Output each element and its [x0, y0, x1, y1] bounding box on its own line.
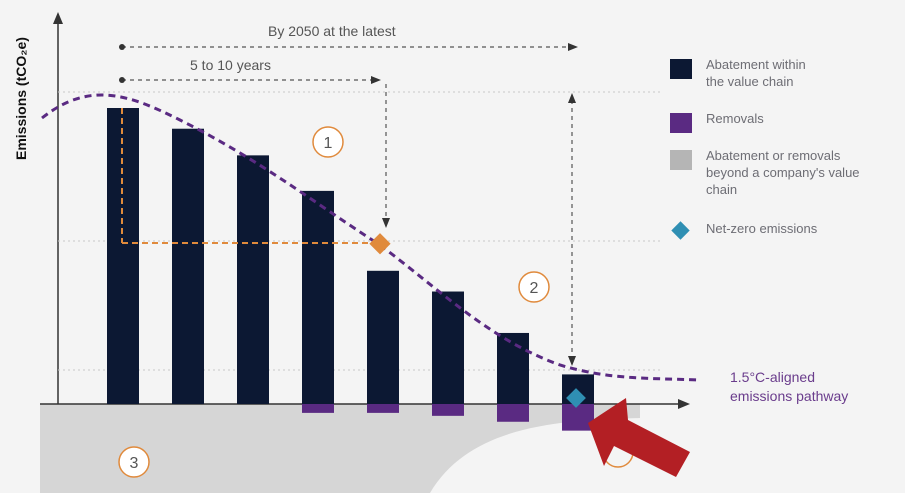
marker-3-circle	[118, 446, 150, 478]
abatement-bar	[497, 332, 529, 404]
abatement-bar	[367, 270, 399, 404]
legend-item: Abatement within the value chain	[668, 56, 900, 90]
y-axis-arrowhead	[53, 12, 63, 24]
abatement-bar	[432, 291, 464, 404]
legend-label-line: the value chain	[706, 74, 794, 89]
removal-bar	[432, 404, 464, 416]
by-2050-start-dot	[119, 44, 125, 50]
legend-item: Abatement or removals beyond a company's …	[668, 147, 900, 198]
pathway-label-line2: emissions pathway	[730, 388, 849, 404]
pathway-label-line1: 1.5°C-aligned	[730, 369, 815, 385]
marker-2-circle	[518, 271, 550, 303]
net-zero-diamond-icon	[671, 221, 690, 240]
legend-label-line: beyond a company's value	[706, 165, 860, 180]
interim-target-diamond	[369, 233, 391, 255]
legend-label-line: Net-zero emissions	[706, 221, 818, 236]
beyond-value-chain-area	[40, 404, 640, 493]
removal-bar	[367, 404, 399, 413]
years-label: 5 to 10 years	[190, 57, 271, 73]
y-axis-label: Emissions (tCO₂e)	[13, 37, 29, 160]
net-zero-up-arrowhead	[568, 93, 576, 103]
abatement-bar	[107, 108, 139, 404]
by-2050-label: By 2050 at the latest	[268, 23, 396, 39]
years-start-dot	[119, 77, 125, 83]
legend-label-line: chain	[706, 182, 738, 197]
legend-swatch	[670, 150, 692, 170]
legend-label-line: Removals	[706, 111, 764, 126]
emissions-pathway-curve	[41, 93, 701, 382]
marker-2-label: 2	[530, 280, 539, 297]
bars-group	[107, 108, 594, 431]
legend-item: Removals	[668, 110, 900, 133]
interim-drop-arrowhead	[382, 218, 390, 228]
red-callout-arrow	[588, 398, 690, 477]
legend: Abatement within the value chain Removals A…	[668, 56, 900, 240]
abatement-bar	[302, 190, 334, 404]
removal-bar	[497, 404, 529, 422]
net-zero-down-arrowhead	[568, 356, 576, 366]
marker-1-circle	[312, 126, 344, 158]
marker-3-label: 3	[130, 455, 139, 472]
abatement-bar	[237, 155, 269, 404]
legend-label-line: Abatement or removals	[706, 148, 841, 163]
by-2050-arrowhead	[568, 43, 578, 51]
removal-bar	[302, 404, 334, 413]
legend-label-line: Abatement within	[706, 57, 806, 72]
abatement-bar	[172, 128, 204, 404]
marker-1-label: 1	[324, 135, 333, 152]
x-axis-arrowhead	[678, 399, 690, 409]
removal-bar	[562, 404, 594, 431]
pathway-label: 1.5°C-aligned emissions pathway	[730, 368, 848, 406]
net-zero-diamond	[566, 388, 586, 408]
legend-swatch	[670, 59, 692, 79]
years-arrowhead	[371, 76, 381, 84]
legend-swatch	[670, 113, 692, 133]
legend-item: Net-zero emissions	[668, 220, 900, 240]
